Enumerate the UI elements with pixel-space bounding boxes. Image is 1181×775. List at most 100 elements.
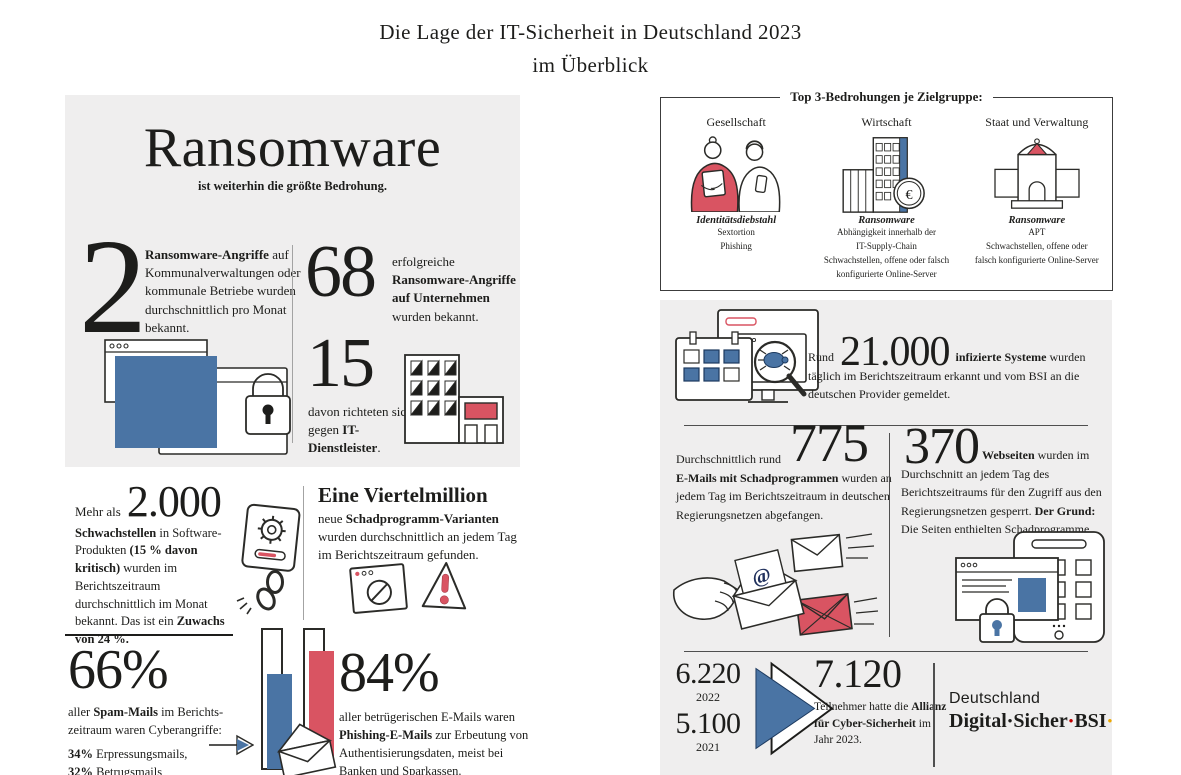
spam-extortion-label: Erpressungsmails, (93, 746, 188, 761)
divider (292, 245, 293, 443)
stat-municipal-bold: Ransomware-Angriffe (145, 247, 269, 262)
threat-line: Phishing (720, 240, 752, 251)
infected-text1: Rund (808, 350, 838, 364)
spam-bars-envelope-icon (261, 628, 337, 775)
vulnerabilities-text2: wurden im Berichtszeitraum durchschnittl… (75, 561, 208, 629)
threat-line: Schwachstellen, offene oder (986, 240, 1088, 251)
alliance-bold1: Allianz für Cyber-Sicherheit (814, 701, 947, 730)
threat-line: falsch konfigurierte Online-Server (974, 254, 1099, 265)
spam-bold1: Spam-Mails (93, 705, 158, 720)
phishing-value: 84% (339, 642, 440, 704)
top-threats-box: Top 3-Bedrohungen je Zielgruppe: Gesells… (660, 89, 1113, 291)
variants-bold1: Schadprogramm-Varianten (345, 511, 499, 527)
stat-municipal-value: 2 (79, 212, 147, 362)
government-building-icon (962, 133, 1112, 215)
blocked-sites-value: 370 (904, 418, 980, 475)
threat-line: Sextortion (717, 227, 755, 237)
phishing-stat: 84% aller betrügerischen E-Mails waren P… (339, 643, 539, 775)
spam-fraud-pct: 32% (68, 765, 93, 775)
alliance-value: 7.120 (814, 651, 902, 696)
vulnerabilities-bold1: Schwachstellen (75, 525, 157, 540)
threat-line: IT-Supply-Chain (856, 240, 917, 251)
spam-text1: aller (68, 705, 94, 720)
alliance-2021-value: 5.100 (675, 707, 742, 740)
stat-municipal-text: Ransomware-Angriffe auf Kommunalverwaltu… (145, 246, 301, 337)
spam-text3: zeitraum waren Cyberangriffe: (68, 723, 222, 738)
people-icon (661, 133, 811, 215)
spam-breakdown: 34% Erpressungsmails, 32% Betrugsmails (68, 745, 258, 775)
phishing-text: aller betrügerischen E-Mails waren Phish… (339, 709, 539, 775)
page-title-line1: Die Lage der IT-Sicherheit in Deutschlan… (379, 20, 802, 44)
infected-systems-text: Rund 21.000 infizierte Systeme wurden tä… (808, 331, 1110, 404)
threat-group-label: Gesellschaft (706, 115, 766, 129)
vulnerabilities-bold2: (15 % davon kritisch) (75, 543, 198, 576)
variants-stat: Eine Viertelmillion neue Schadprogramm-V… (318, 483, 520, 565)
threat-line: APT (1028, 227, 1046, 237)
tablet-lock-icon (955, 531, 1105, 643)
stat-companies-pre: erfolgreiche (392, 254, 455, 269)
arrow-right-icon (209, 734, 254, 756)
page-title: Die Lage der IT-Sicherheit in Deutschlan… (0, 16, 1181, 81)
phishing-text1: aller betrügerischen E-Mails waren (339, 710, 515, 725)
vulnerabilities-text1: in Software-Produkten (75, 525, 222, 558)
variants-text: neue Schadprogramm-Varianten wurden durc… (318, 510, 520, 565)
stat-companies-value: 68 (305, 231, 377, 313)
stat-itservice-bold: IT-Dienstleister (308, 422, 378, 456)
gov-mails-bold1: E-Mails mit Schadprogrammen (676, 470, 839, 485)
euro-symbol: € (906, 187, 913, 203)
stat-municipal-rest: auf Kommunalverwaltungen oder kommunale … (145, 247, 301, 335)
threat-group-label: Staat und Verwaltung (985, 115, 1089, 129)
top-threats-columns: Gesellschaft Identitätsdiebstahl (661, 98, 1112, 282)
threat-line: konfigurierte Online-Server (836, 268, 937, 279)
stat-itservice-text: davon richteten sich gegen IT-Dienstleis… (308, 403, 420, 458)
logo-dot-gold-icon: • (1107, 713, 1113, 728)
spam-value: 66% (68, 639, 169, 701)
variants-text2: wurden durchschnittlich an jedem Tag im … (318, 529, 517, 563)
bsi-logo-word2: Sicher (1013, 710, 1068, 732)
bsi-logo-word3: BSI (1074, 710, 1107, 732)
alliance-2022-year: 2022 (696, 690, 720, 704)
patch-chain-icon (236, 503, 301, 615)
top-threats-title-text: Top 3-Bedrohungen je Zielgruppe: (780, 89, 993, 104)
blocked-sites-bold2: Der Grund: (1034, 503, 1096, 518)
vulnerabilities-text: Schwachstellen in Software-Produkten (15… (75, 525, 241, 649)
vulnerabilities-value: 2.000 (126, 477, 222, 526)
threat-top: Identitätsdiebstahl (696, 215, 777, 226)
hand-envelopes-icon: @ (673, 533, 878, 636)
divider (65, 634, 233, 636)
infected-bold1: infizierte Systeme (952, 350, 1047, 364)
infected-text2: wurden täglich im Berichtszeitraum erkan… (808, 350, 1086, 402)
threat-line: Schwachstellen, offene oder falsch (823, 254, 950, 265)
gov-mails-text1: Durchschnittlich rund (676, 452, 781, 466)
infected-systems-icon (675, 309, 819, 403)
variants-heading: Eine Viertelmillion (318, 483, 488, 507)
gov-mails-value: 775 (790, 413, 869, 473)
stat-itservice-post: . (377, 440, 381, 456)
vulnerabilities-pre: Mehr als (75, 504, 121, 519)
blocked-sites-bold1: Webseiten (982, 448, 1035, 462)
stat-itservice-value: 15 (307, 325, 375, 402)
top-threats-title: Top 3-Bedrohungen je Zielgruppe: (661, 88, 1112, 106)
threat-group-staat: Staat und Verwaltung Ransomware APT Schw… (962, 115, 1112, 282)
stat-companies-bold: Ransomware-Angriffe auf Unternehmen (392, 272, 516, 306)
alliance-text: Teilnehmer hatte die Allianz für Cyber-S… (814, 699, 948, 749)
threat-group-label: Wirtschaft (861, 115, 912, 129)
stat-companies-post: wurden bekannt. (392, 308, 479, 324)
vulnerabilities-stat: Mehr als 2.000 Schwachstellen in Softwar… (75, 477, 305, 649)
logo-dot-black-icon: • (1007, 713, 1013, 728)
spam-text: aller Spam-Mails im Berichts-zeitraum wa… (68, 704, 258, 740)
at-symbol: @ (750, 564, 773, 590)
alliance-2022-value: 6.220 (675, 657, 742, 690)
alliance-2021: 5.100 2021 (670, 707, 746, 755)
bsi-logo-country: Deutschland (949, 690, 1041, 707)
spam-fraud-label: Betrugsmails (93, 765, 163, 775)
divider (889, 433, 890, 637)
logo-dot-red-icon: • (1068, 713, 1074, 728)
ransomware-panel: Ransomware ist weiterhin die größte Bedr… (65, 95, 520, 467)
spam-extortion-pct: 34% (68, 746, 93, 761)
buildings-euro-icon: € (811, 133, 961, 215)
alliance-text1: Teilnehmer hatte die (814, 701, 912, 713)
blocked-window-icon (349, 563, 408, 614)
threat-line: Abhängigkeit innerhalb der (837, 227, 936, 237)
